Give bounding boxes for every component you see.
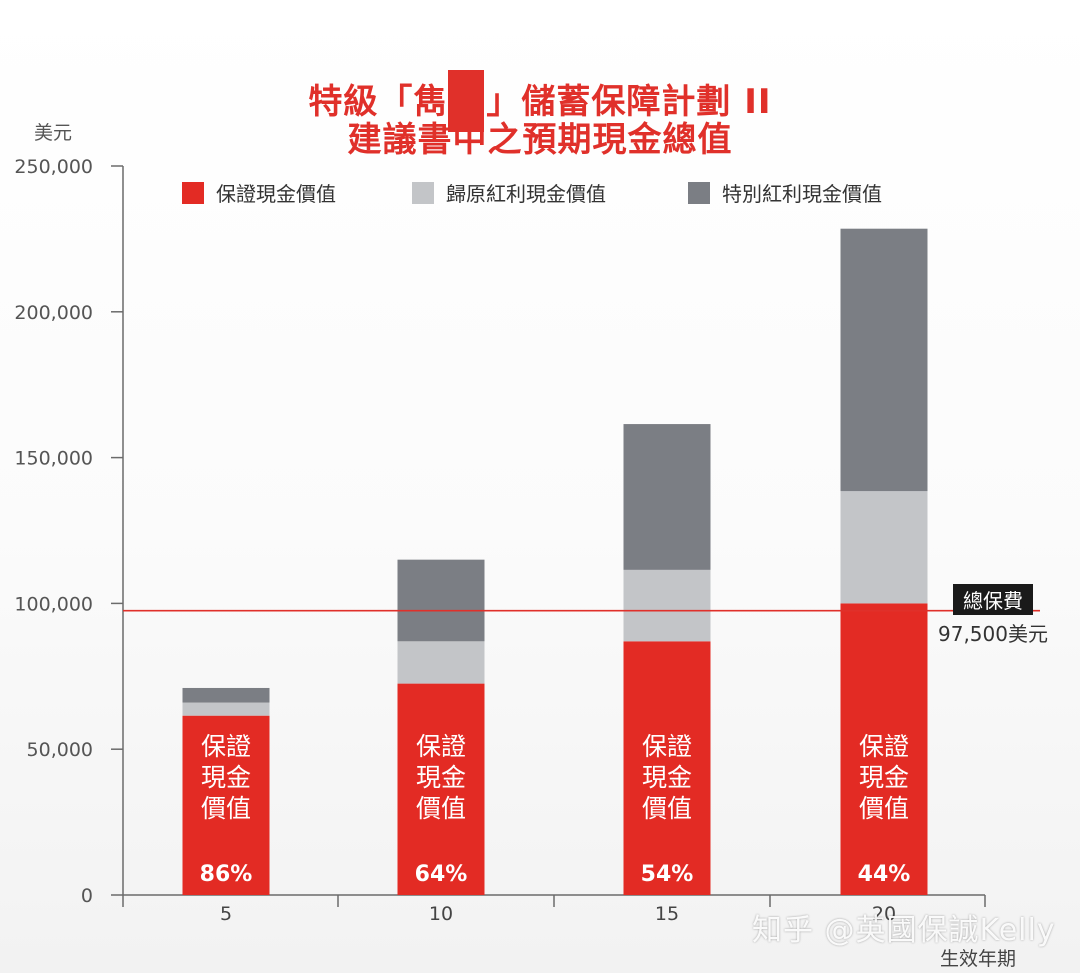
bar-inner-label: 價值: [642, 794, 692, 823]
legend-swatch-guaranteed: [182, 181, 204, 204]
legend-item-reversionary: 歸原紅利現金價值: [412, 178, 606, 207]
y-axis-unit: 美元: [34, 122, 73, 144]
bar-inner-label: 現金: [642, 763, 692, 792]
bar-percent-label: 44%: [858, 862, 911, 887]
bar-segment-reversionary: [397, 641, 485, 684]
title-redaction-block: [448, 70, 484, 132]
bar-percent-label: 64%: [415, 862, 468, 887]
bar-inner-label: 價值: [201, 794, 251, 823]
bar-inner-label: 現金: [416, 763, 466, 792]
bar-inner-label: 現金: [201, 763, 251, 792]
bar-segment-guaranteed: [840, 603, 928, 895]
reference-line-label: 總保費: [953, 584, 1033, 615]
y-tick-label: 150,000: [14, 448, 93, 470]
legend-item-special: 特別紅利現金價值: [688, 178, 882, 207]
bar-segment-guaranteed: [182, 715, 270, 895]
legend-label-guaranteed: 保證現金價值: [216, 182, 336, 206]
bar-segment-guaranteed: [397, 683, 485, 895]
bar-segment-special: [623, 424, 711, 570]
bar-segment-reversionary: [840, 491, 928, 604]
bar-segment-reversionary: [623, 569, 711, 642]
y-tick-label: 0: [81, 885, 93, 907]
y-tick-label: 250,000: [14, 156, 93, 178]
bar-segment-guaranteed: [623, 641, 711, 895]
bar-inner-label: 價值: [416, 794, 466, 823]
x-tick-label: 20: [872, 903, 896, 925]
y-tick-label: 200,000: [14, 302, 93, 324]
y-tick-label: 50,000: [27, 739, 93, 761]
legend-swatch-special: [688, 181, 710, 204]
y-tick-label: 100,000: [14, 593, 93, 615]
bar-inner-label: 保證: [416, 732, 466, 761]
bar-segment-reversionary: [182, 702, 270, 716]
watermark: 知乎 @英國保誠Kelly: [752, 913, 1056, 948]
chart-title-line2: 建議書中之預期現金總值: [347, 120, 733, 160]
bar-inner-label: 保證: [642, 732, 692, 761]
legend-swatch-reversionary: [412, 181, 434, 204]
bar-inner-label: 保證: [859, 732, 909, 761]
legend-label-special: 特別紅利現金價值: [722, 182, 882, 206]
x-tick-label: 5: [220, 903, 232, 925]
bar-inner-label: 現金: [859, 763, 909, 792]
bar-percent-label: 54%: [641, 862, 694, 887]
legend-item-guaranteed: 保證現金價值: [182, 178, 336, 207]
bar-segment-special: [840, 228, 928, 492]
chart-title-line1: 特級「雋 」儲蓄保障計劃 II: [308, 82, 772, 122]
bar-percent-label: 86%: [200, 862, 253, 887]
legend-label-reversionary: 歸原紅利現金價值: [446, 182, 606, 206]
bar-segment-special: [397, 559, 485, 642]
bar-inner-label: 保證: [201, 732, 251, 761]
bar-inner-label: 價值: [859, 794, 909, 823]
x-axis-label: 生效年期: [940, 948, 1017, 970]
bar-segment-special: [182, 687, 270, 703]
reference-line-value: 97,500美元: [938, 622, 1048, 646]
x-tick-label: 10: [429, 903, 453, 925]
x-tick-label: 15: [655, 903, 679, 925]
